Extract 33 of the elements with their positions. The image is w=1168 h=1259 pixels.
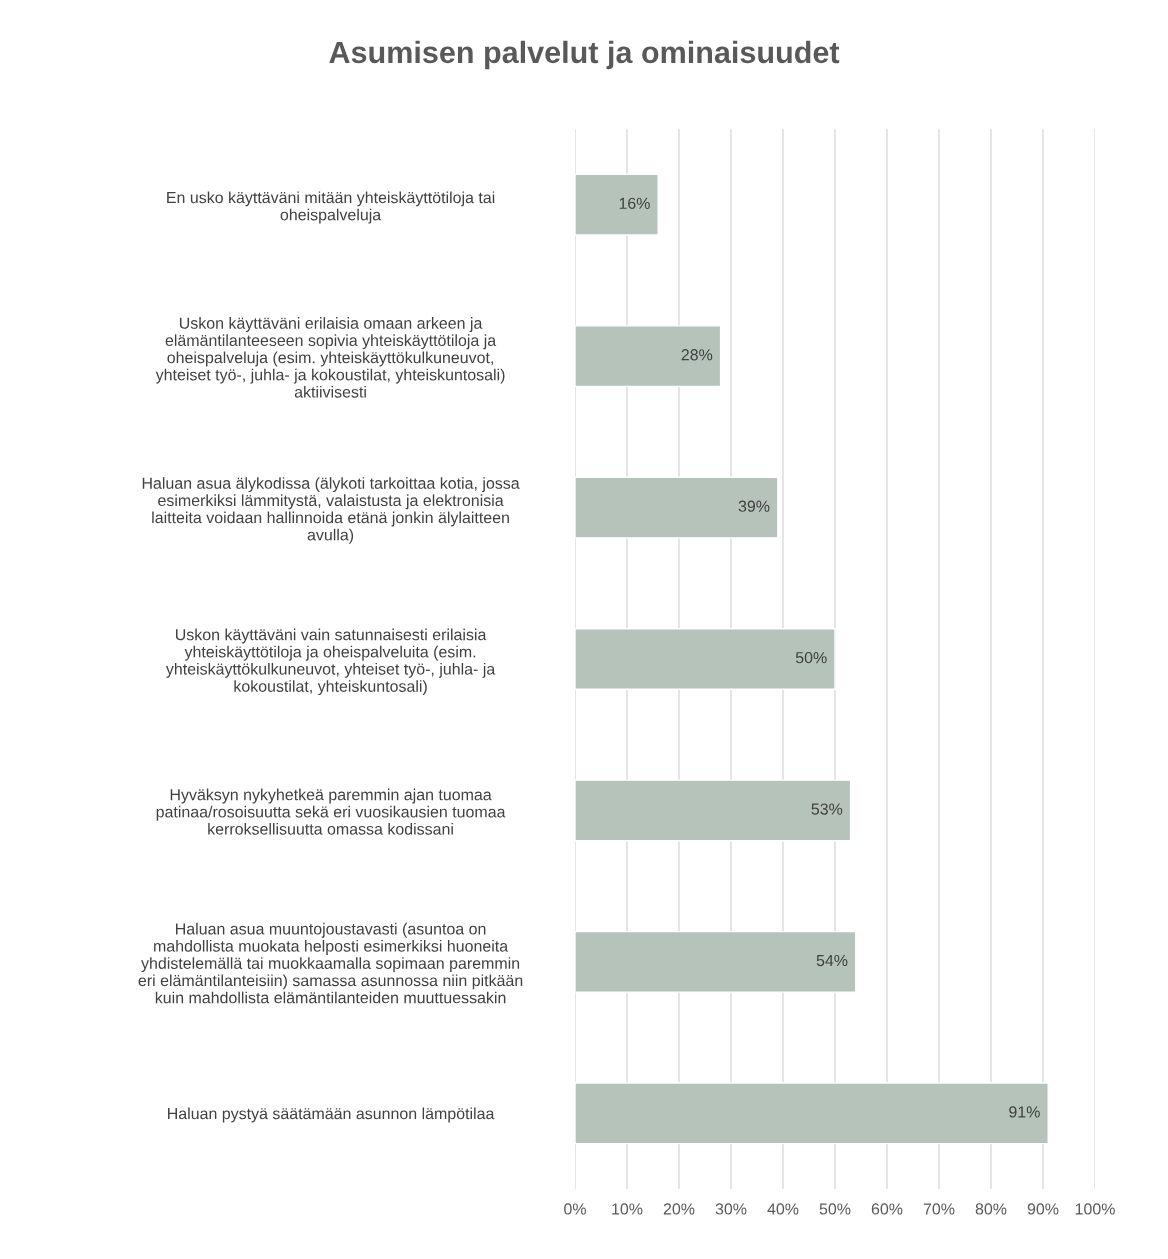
y-tick-label: Uskon käyttäväni vain satunnaisesti erilaisia yhteiskäyttötiloja ja oheispalveluita (esim. yhteiskäyttökulkuneuvot, yhteiset työ-, juhla- ja kokoustilat, yhteiskuntosali) xyxy=(165,628,496,696)
x-tick-label: 80% xyxy=(975,1203,1007,1215)
data-label: 28% xyxy=(681,349,713,361)
x-tick-label: 0% xyxy=(564,1203,586,1215)
bar xyxy=(575,779,852,842)
x-tick-label: 90% xyxy=(1027,1203,1059,1215)
bar xyxy=(575,1082,1049,1145)
y-tick-label: Hyväksyn nykyhetkeä paremmin ajan tuomaa patinaa/rosoisuutta sekä eri vuosikausien tuomaa kerroksellisuutta omassa kodissani xyxy=(156,788,506,835)
x-tick-label: 70% xyxy=(923,1203,955,1215)
y-tick-label: En usko käyttäväni mitään yhteiskäyttötiloja tai oheispalveluja xyxy=(167,191,495,224)
data-label: 50% xyxy=(795,651,827,664)
x-tick-label: 30% xyxy=(715,1203,747,1215)
bar xyxy=(575,930,857,993)
y-tick-label: Haluan pystyä säätämään asunnon lämpötilaa xyxy=(168,1107,495,1123)
x-tick-label: 10% xyxy=(612,1203,643,1215)
data-label: 16% xyxy=(619,197,650,209)
bar xyxy=(575,173,659,236)
chart-title: Asumisen palvelut ja ominaisuudet xyxy=(329,40,840,70)
x-tick-label: 40% xyxy=(767,1203,799,1215)
x-tick-label: 50% xyxy=(819,1203,851,1215)
y-tick-label: Haluan asua muuntojoustavasti (asuntoa on mahdollista muokata helposti esimerkiksi huoneita yhdistelemällä tai muokkaamalla sopimaan paremmin eri elämäntilanteisiin) samassa asunnossa niin pitkään kuin mahdollista elämäntilanteiden muuttuessakin xyxy=(138,922,523,1004)
bar xyxy=(575,628,836,690)
x-tick-label: 20% xyxy=(663,1203,695,1215)
y-tick-label: Haluan asua älykodissa (älykoti tarkoittaa kotia, jossa esimerkiksi lämmitystä, valaistusta ja elektronisia laitteita voidaan hallinnoida etänä jonkin älylaitteen avulla) xyxy=(142,477,520,544)
bar xyxy=(575,325,722,388)
data-label: 54% xyxy=(816,954,848,967)
x-tick-label: 60% xyxy=(871,1203,903,1215)
y-tick-label: Uskon käyttäväni erilaisia omaan arkeen ja elämäntilanteeseen sopivia yhteiskäyttötiloja ja oheispalveluja (esim. yhteiskäyttökulkuneuvot, yhteiset työ-, juhla- ja kokoustilat, yhteiskuntosali) aktiivisesti xyxy=(155,317,505,398)
x-tick-label: 100% xyxy=(1075,1203,1115,1215)
data-label: 91% xyxy=(1009,1106,1040,1118)
bar xyxy=(575,476,779,539)
data-label: 53% xyxy=(811,803,843,815)
data-label: 39% xyxy=(738,500,770,512)
